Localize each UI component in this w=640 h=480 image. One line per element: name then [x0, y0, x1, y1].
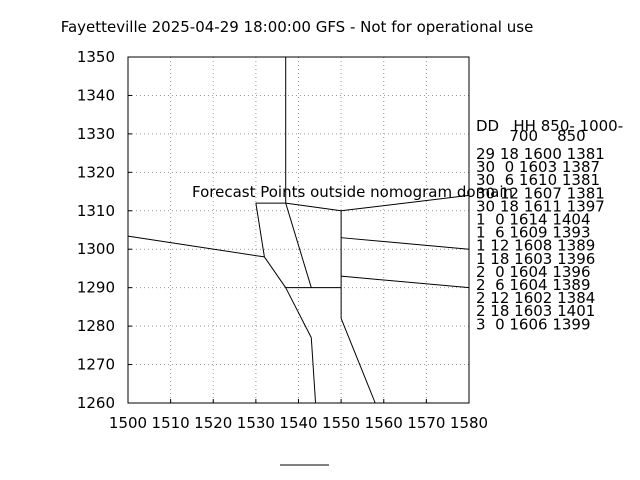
x-tick-label: 1520 — [194, 414, 232, 432]
nomogram-line — [127, 235, 265, 258]
table-row: 30 0 1603 1387 — [476, 158, 600, 176]
table-row: 1 0 1614 1404 — [476, 211, 591, 229]
nomogram-line — [341, 237, 470, 250]
x-tick-label: 1550 — [322, 414, 360, 432]
x-tick-label: 1580 — [450, 414, 488, 432]
table-row: 2 12 1602 1384 — [476, 289, 595, 307]
nomogram-line — [263, 256, 287, 288]
y-tick-label: 1270 — [77, 356, 115, 374]
table-row: 3 0 1606 1399 — [476, 315, 591, 333]
y-tick-label: 1300 — [77, 240, 115, 258]
table-row: 1 18 1603 1396 — [476, 250, 595, 268]
y-tick-label: 1320 — [77, 163, 115, 181]
y-tick-label: 1260 — [77, 394, 115, 412]
nomogram-line — [341, 194, 470, 212]
forecast-table: DD HH 850- 1000- 700 850 29 18 1600 1381… — [476, 117, 623, 333]
y-axis-ticks: 1260 1270 1280 1290 1300 1310 1320 1330 1340 1350 — [77, 48, 132, 412]
table-row: 1 12 1608 1389 — [476, 237, 595, 255]
x-tick-label: 1540 — [279, 414, 317, 432]
y-tick-label: 1280 — [77, 317, 115, 335]
nomogram-line — [310, 337, 317, 404]
table-row: 30 6 1610 1381 — [476, 171, 600, 189]
table-header-line1: DD HH 850- 1000- — [476, 117, 623, 135]
y-tick-label: 1340 — [77, 86, 115, 104]
nomogram-line — [285, 202, 342, 212]
table-row: 2 0 1604 1396 — [476, 263, 591, 281]
table-row: 1 6 1609 1393 — [476, 224, 591, 242]
x-tick-label: 1560 — [365, 414, 403, 432]
table-row: 29 18 1600 1381 — [476, 145, 605, 163]
nomogram-line — [340, 318, 376, 404]
warning-text: Forecast Points outside nomogram domain — [192, 183, 513, 201]
y-tick-label: 1290 — [77, 279, 115, 297]
table-header-line2: 700 850 — [476, 127, 586, 145]
x-tick-label: 1530 — [237, 414, 275, 432]
table-row: 2 6 1604 1389 — [476, 276, 591, 294]
table-row: 30 12 1607 1381 — [476, 184, 605, 202]
nomogram-lines — [127, 57, 470, 404]
table-row: 30 18 1611 1397 — [476, 197, 605, 215]
nomogram-line — [255, 203, 265, 257]
y-tick-label: 1350 — [77, 48, 115, 66]
nomogram-line — [341, 275, 470, 289]
y-tick-label: 1330 — [77, 125, 115, 143]
x-axis-ticks: 1500 1510 1520 1530 1540 1550 1560 1570 1580 — [109, 399, 488, 432]
grid-lines — [127, 56, 470, 404]
x-tick-label: 1570 — [407, 414, 445, 432]
nomogram-line — [285, 202, 312, 288]
x-tick-label: 1500 — [109, 414, 147, 432]
nomogram-line — [285, 287, 312, 338]
table-row: 2 18 1603 1401 — [476, 302, 595, 320]
x-tick-label: 1510 — [152, 414, 190, 432]
chart-title: Fayetteville 2025-04-29 18:00:00 GFS - N… — [61, 18, 534, 36]
y-tick-label: 1310 — [77, 202, 115, 220]
